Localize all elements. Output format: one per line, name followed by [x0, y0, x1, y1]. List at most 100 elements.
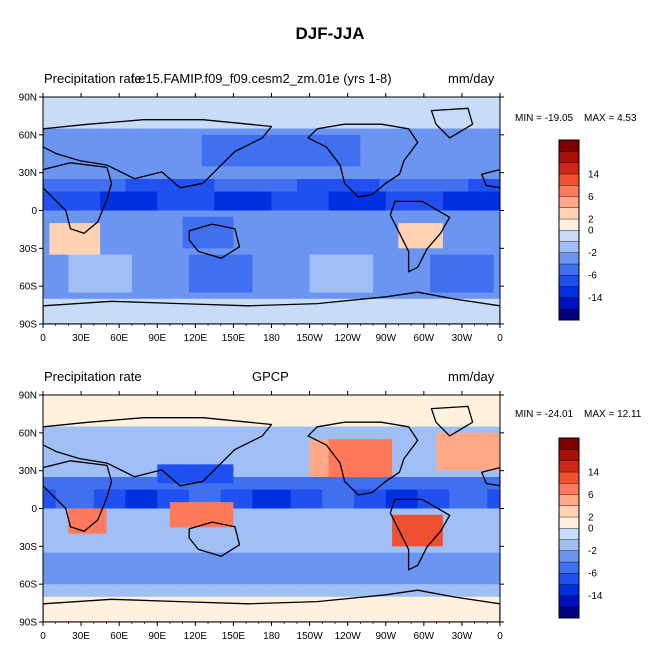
field-cell [277, 122, 285, 130]
field-cell [449, 395, 457, 402]
field-cell [328, 395, 336, 402]
field-cell [315, 178, 323, 186]
field-cell [430, 160, 438, 167]
field-cell [93, 248, 101, 256]
field-cell [347, 273, 355, 281]
field-cell [341, 204, 349, 212]
field-cell [474, 260, 482, 268]
field-cell [157, 286, 165, 294]
field-cell [68, 229, 76, 237]
field-cell [322, 216, 330, 224]
field-cell [455, 458, 463, 465]
field-cell [322, 191, 330, 199]
field-cell [493, 546, 500, 554]
field-cell [309, 103, 317, 111]
field-cell [468, 134, 476, 142]
field-cell [49, 445, 57, 453]
field-cell [315, 439, 323, 447]
field-cell [303, 267, 311, 275]
field-cell [74, 97, 82, 104]
field-cell [373, 495, 381, 503]
field-cell [315, 445, 323, 453]
field-cell [246, 521, 254, 529]
field-cell [163, 254, 171, 262]
field-cell [334, 210, 342, 218]
field-cell [93, 279, 101, 287]
field-cell [436, 223, 444, 231]
field-cell [373, 590, 381, 598]
field-cell [214, 426, 222, 434]
field-cell [436, 191, 444, 199]
field-cell [480, 292, 488, 300]
field-cell [449, 153, 457, 161]
field-cell [195, 254, 203, 262]
field-cell [455, 305, 463, 312]
field-cell [150, 527, 158, 535]
field-cell [131, 216, 139, 224]
field-cell [150, 533, 158, 541]
field-cell [366, 317, 374, 324]
field-cell [417, 577, 425, 585]
field-cell [201, 546, 209, 554]
field-cell [449, 134, 457, 142]
field-cell [461, 571, 469, 579]
field-cell [404, 514, 412, 522]
field-cell [62, 407, 69, 415]
field-cell [188, 489, 196, 497]
field-cell [100, 565, 108, 573]
field-cell [252, 395, 260, 402]
field-cell [449, 558, 457, 566]
field-cell [290, 540, 298, 547]
field-cell [379, 292, 387, 300]
field-cell [366, 476, 374, 484]
field-cell [354, 210, 361, 218]
field-cell [404, 439, 412, 447]
field-cell [87, 204, 95, 212]
field-cell [252, 565, 260, 573]
field-cell [373, 141, 381, 149]
field-cell [55, 254, 63, 262]
field-cell [55, 305, 63, 312]
field-cell [265, 279, 273, 287]
field-cell [125, 401, 133, 409]
field-cell [246, 191, 254, 199]
field-cell [125, 178, 133, 186]
field-cell [290, 508, 298, 516]
field-cell [163, 134, 171, 142]
field-cell [480, 311, 488, 319]
field-cell [182, 166, 190, 174]
field-cell [411, 445, 419, 453]
field-cell [74, 216, 82, 224]
field-cell [322, 565, 330, 573]
field-cell [354, 185, 361, 193]
field-cell [474, 521, 482, 529]
field-cell [125, 141, 133, 149]
field-cell [430, 489, 438, 497]
field-cell [430, 476, 438, 484]
field-cell [138, 483, 146, 491]
field-cell [106, 178, 114, 186]
field-cell [144, 204, 152, 212]
field-cell [74, 432, 82, 440]
field-cell [379, 407, 387, 415]
field-cell [468, 552, 476, 560]
field-cell [81, 458, 89, 465]
field-cell [163, 160, 171, 167]
field-cell [87, 279, 95, 287]
field-cell [144, 401, 152, 409]
field-cell [87, 317, 95, 324]
field-cell [277, 445, 285, 453]
field-cell [246, 458, 254, 465]
field-cell [436, 273, 444, 281]
field-cell [493, 521, 500, 529]
field-cell [271, 128, 279, 136]
field-cell [480, 248, 488, 256]
field-cell [487, 489, 495, 497]
field-cell [360, 432, 368, 440]
field-cell [309, 292, 317, 300]
field-cell [119, 432, 127, 440]
field-cell [81, 420, 89, 428]
field-cell [296, 445, 304, 453]
field-cell [315, 147, 323, 155]
field-cell [290, 134, 298, 142]
